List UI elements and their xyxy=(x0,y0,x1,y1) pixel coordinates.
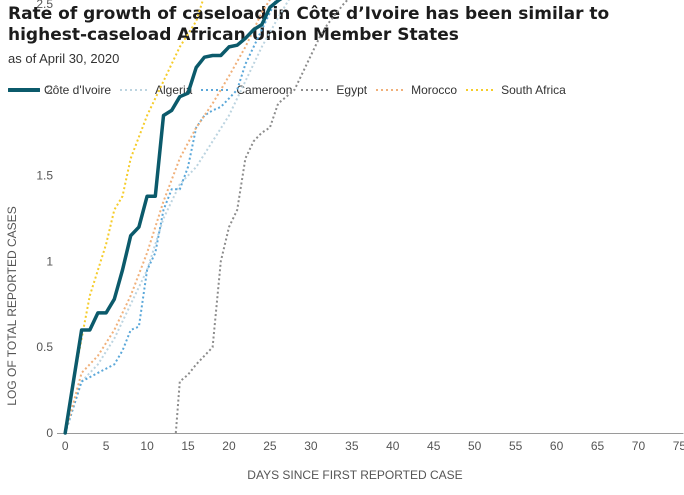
x-tick-label: 15 xyxy=(181,439,195,453)
legend-label: South Africa xyxy=(501,83,566,97)
series-line-cameroon xyxy=(64,0,278,434)
legend-item-morocco: Morocco xyxy=(375,83,457,97)
legend-item-cameroon: Cameroon xyxy=(200,83,292,97)
legend-swatch-cote-divoire xyxy=(8,88,40,92)
legend-item-south-africa: South Africa xyxy=(465,83,566,97)
legend-swatch-morocco xyxy=(376,89,407,91)
y-tick-label: 0 xyxy=(46,426,53,440)
y-axis-ticks: 00.511.522.53 xyxy=(36,0,53,440)
legend-label: Côte d'Ivoire xyxy=(44,83,111,97)
x-tick-label: 55 xyxy=(509,439,523,453)
x-tick-label: 5 xyxy=(103,439,110,453)
y-tick-label: 0.5 xyxy=(36,340,53,354)
series-line-south-africa xyxy=(64,0,205,434)
x-tick-label: 30 xyxy=(304,439,318,453)
x-tick-label: 75 xyxy=(673,439,684,453)
series-layer xyxy=(63,0,349,435)
x-tick-label: 20 xyxy=(222,439,236,453)
x-tick-label: 45 xyxy=(427,439,441,453)
chart-title: Rate of growth of caseload in Côte d’Ivo… xyxy=(8,4,610,45)
y-tick-label: 1.5 xyxy=(36,169,53,183)
y-tick-label: 1 xyxy=(46,254,53,268)
x-tick-label: 0 xyxy=(62,439,69,453)
legend-swatch-south-africa xyxy=(466,89,497,91)
chart-subtitle: as of April 30, 2020 xyxy=(8,51,120,66)
x-tick-label: 35 xyxy=(345,439,359,453)
x-axis-ticks: 0 5 10 15 20 25 30 35 40 45 50 55 60 65 70 75 xyxy=(62,439,684,453)
legend-label: Cameroon xyxy=(236,83,293,97)
y-tick-label: 2 xyxy=(46,83,53,97)
x-tick-label: 40 xyxy=(386,439,400,453)
legend-swatch-cameroon xyxy=(201,89,232,91)
x-tick-label: 10 xyxy=(140,439,154,453)
x-tick-label: 65 xyxy=(591,439,605,453)
x-tick-label: 25 xyxy=(263,439,277,453)
legend-swatch-algeria xyxy=(120,89,150,91)
series-line-morocco xyxy=(64,0,271,434)
x-tick-label: 60 xyxy=(550,439,564,453)
x-tick-label: 50 xyxy=(468,439,482,453)
legend-item-egypt: Egypt xyxy=(300,83,367,97)
series-line-c-te-d-ivoire xyxy=(63,0,283,435)
x-tick-label: 70 xyxy=(632,439,646,453)
legend-swatch-egypt xyxy=(301,89,332,91)
series-line-egypt xyxy=(174,0,349,434)
y-tick-label: 2.5 xyxy=(36,0,53,11)
legend-item-cote-divoire: Côte d'Ivoire xyxy=(8,83,111,97)
x-axis-title: DAYS SINCE FIRST REPORTED CASE xyxy=(247,468,462,482)
legend-label: Egypt xyxy=(336,83,368,97)
legend-label: Morocco xyxy=(411,83,458,97)
y-axis-title: LOG OF TOTAL REPORTED CASES xyxy=(5,206,19,405)
